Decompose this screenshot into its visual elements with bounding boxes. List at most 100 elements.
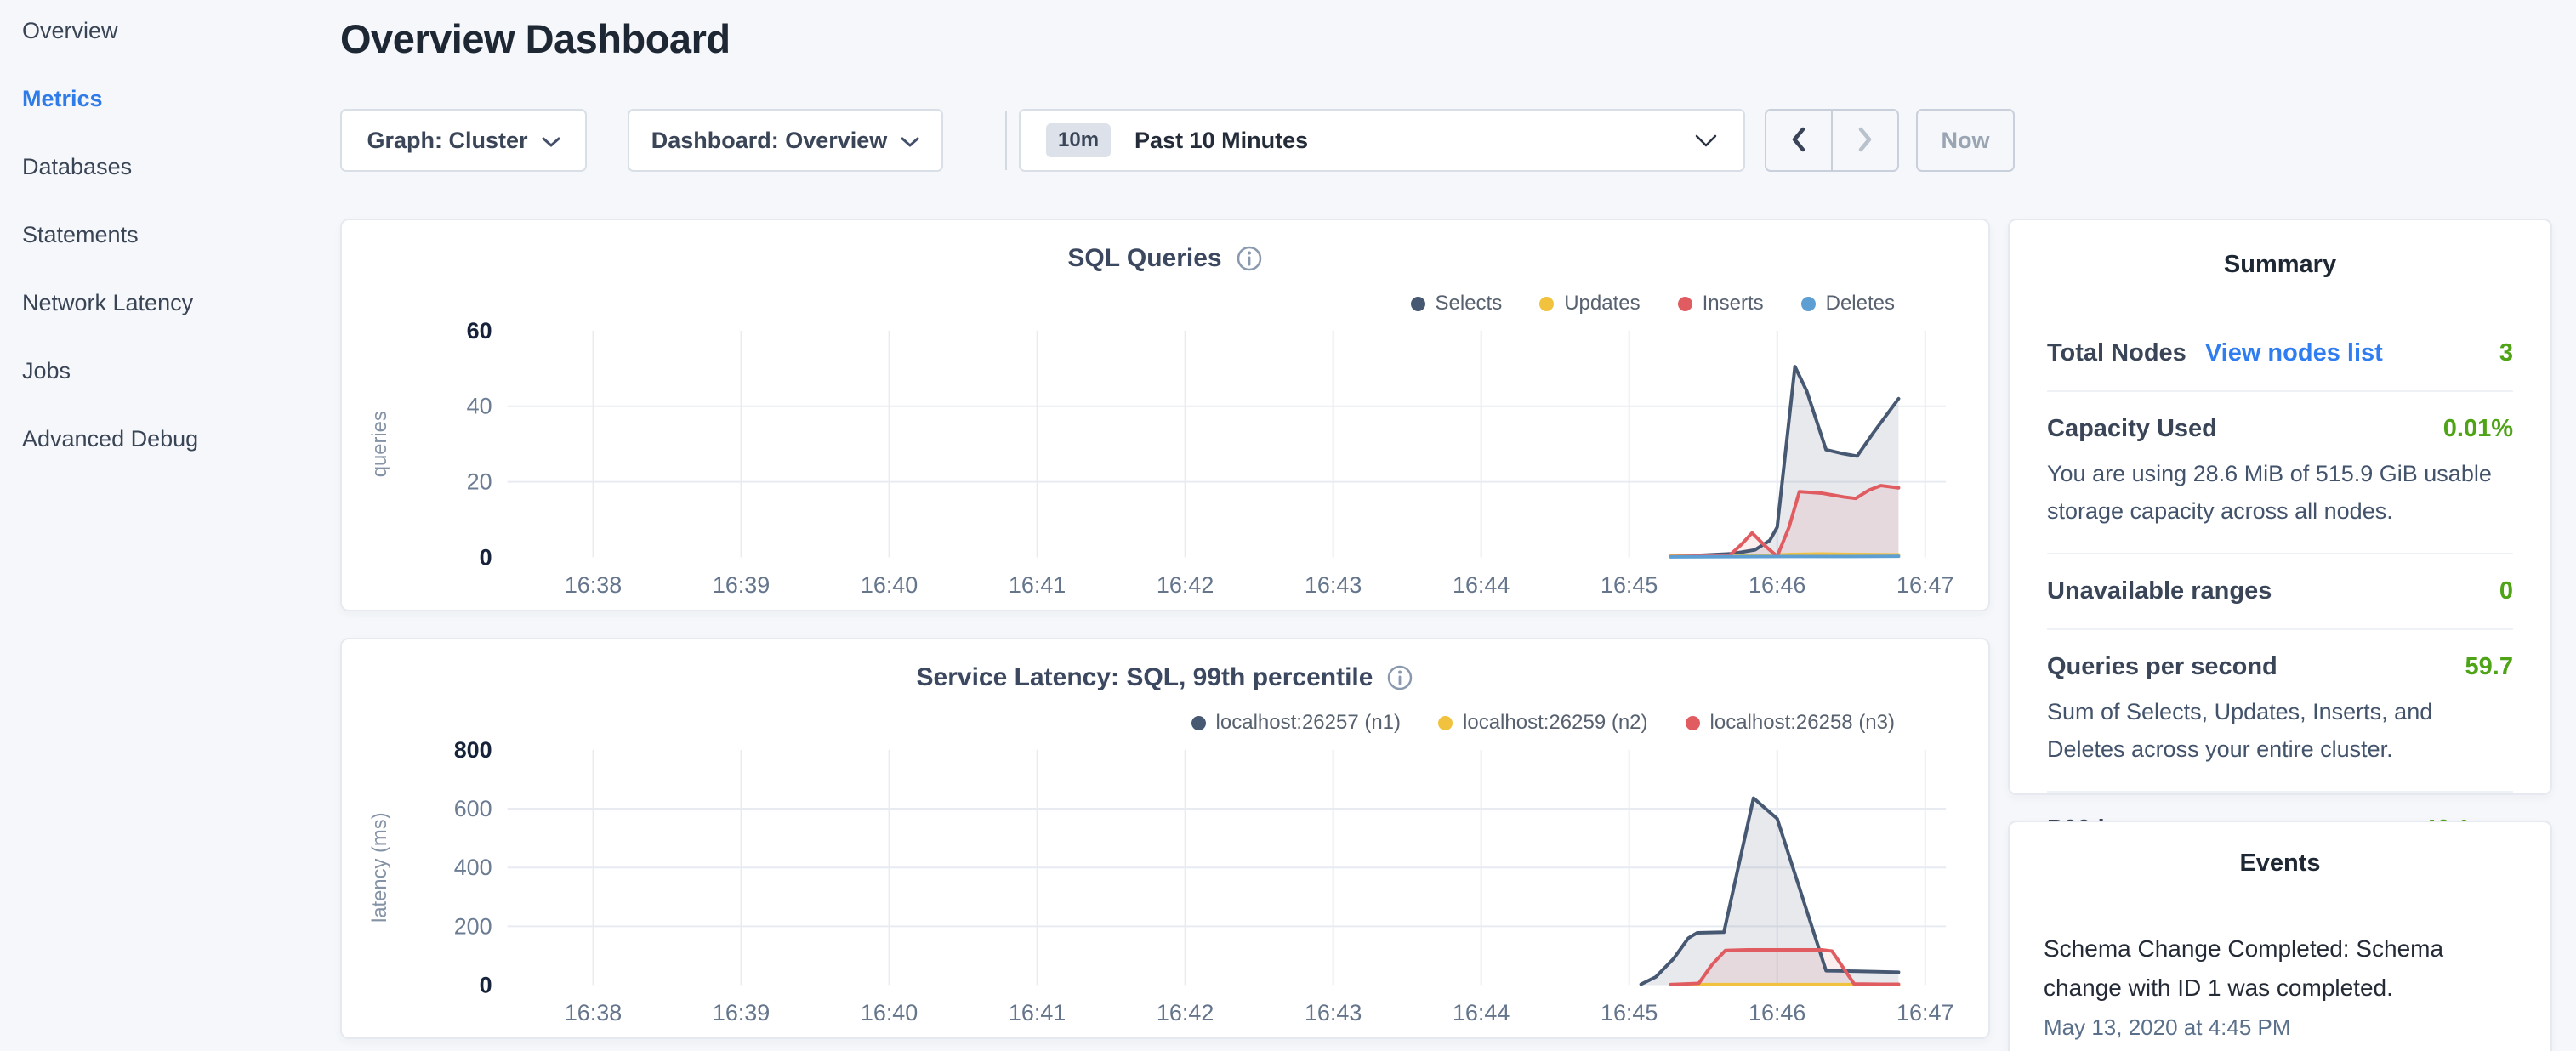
legend-label: localhost:26258 (n3) [1709,711,1895,734]
svg-text:16:41: 16:41 [1009,572,1066,598]
summary-value: 0.01% [2442,415,2513,442]
chart-plot-area: 0 200 400 600 800 16:38 16:39 16:40 16:41 16:42 16… [368,737,1954,1025]
sidebar: Overview Metrics Databases Statements Networ… [0,0,340,495]
graph-dropdown[interactable]: Graph: Cluster [340,109,587,172]
summary-panel: Summary Total Nodes View nodes list 3 Capac… [2008,219,2552,843]
summary-rows: Total Nodes View nodes list 3 Capacity Used… [2047,300,2513,866]
svg-text:16:44: 16:44 [1453,572,1510,598]
legend-label: localhost:26259 (n2) [1463,711,1648,734]
summary-row-queries-per-second: Queries per second 59.7 Sum of Selects, Up… [2047,628,2513,791]
chevron-right-icon [1857,126,1874,156]
svg-text:800: 800 [454,737,492,763]
summary-value: 3 [2499,339,2513,366]
chart-title-row: SQL Queries [342,244,1988,273]
svg-text:16:43: 16:43 [1305,1000,1362,1025]
legend-item-localhost-26257-n1: localhost:26257 (n1) [1191,711,1401,735]
time-prev-button[interactable] [1766,111,1833,170]
svg-text:16:38: 16:38 [565,572,622,598]
sidebar-item-overview[interactable]: Overview [22,18,118,43]
sql-queries-chart-card: SQL Queries Selects Updates Inserts Deletes… [340,219,1990,611]
info-icon[interactable] [1386,664,1413,691]
legend-dot [1677,296,1692,311]
sidebar-item-metrics[interactable]: Metrics [22,86,103,111]
time-next-button[interactable] [1833,111,1897,170]
svg-text:16:46: 16:46 [1749,572,1805,598]
summary-description: You are using 28.6 MiB of 515.9 GiB usab… [2047,461,2492,524]
chevron-down-icon [1694,128,1718,154]
legend-label: localhost:26257 (n1) [1215,711,1402,734]
svg-text:16:38: 16:38 [565,1000,622,1025]
summary-label: Capacity Used [2047,415,2217,442]
legend-dot [1410,296,1425,311]
svg-text:16:42: 16:42 [1157,572,1214,598]
chart-plot-area: 0 20 40 60 16:38 16:39 16:40 16:41 16:42 16:43 16:… [368,318,1954,598]
events-panel: Events Schema Change Completed: Schema c… [2008,821,2552,1051]
legend-label: Updates [1564,292,1641,315]
controls-divider [1005,111,1007,170]
legend-label: Selects [1435,292,1503,315]
svg-text:40: 40 [467,394,492,419]
chevron-down-icon [901,128,919,154]
chart-legend: Selects Updates Inserts Deletes [1410,292,1895,315]
service-latency-chart-card: Service Latency: SQL, 99th percentile lo… [340,638,1990,1039]
svg-text:16:42: 16:42 [1157,1000,1214,1025]
svg-text:16:46: 16:46 [1749,1000,1805,1025]
svg-text:400: 400 [454,855,492,880]
svg-text:16:39: 16:39 [713,1000,770,1025]
legend-item-updates: Updates [1539,292,1641,315]
time-range-pager [1765,109,1899,172]
now-button[interactable]: Now [1916,109,2015,172]
svg-text:16:45: 16:45 [1601,572,1658,598]
svg-text:16:43: 16:43 [1305,572,1362,598]
svg-text:16:39: 16:39 [713,572,770,598]
events-list: Schema Change Completed: Schema change w… [2044,929,2516,1041]
page-title: Overview Dashboard [340,16,731,61]
legend-item-selects: Selects [1410,292,1503,315]
svg-text:16:47: 16:47 [1896,572,1953,598]
summary-label: Total Nodes [2047,339,2186,366]
svg-text:600: 600 [454,796,492,821]
legend-label: Inserts [1702,292,1764,315]
legend-label: Deletes [1825,292,1895,315]
legend-dot [1800,296,1816,311]
chart-title: Service Latency: SQL, 99th percentile [916,663,1373,691]
svg-text:200: 200 [454,913,492,939]
summary-value: 59.7 [2465,653,2513,680]
sidebar-item-network-latency[interactable]: Network Latency [22,290,194,315]
summary-row-capacity-used: Capacity Used 0.01% You are using 28.6 MiB… [2047,390,2513,553]
sidebar-item-statements[interactable]: Statements [22,222,139,247]
svg-text:queries: queries [368,411,391,477]
svg-text:16:44: 16:44 [1453,1000,1510,1025]
info-icon[interactable] [1236,245,1263,272]
summary-label: Unavailable ranges [2047,577,2272,605]
chart-title: SQL Queries [1067,244,1222,272]
time-range-badge: 10m [1046,123,1112,157]
sidebar-item-advanced-debug[interactable]: Advanced Debug [22,426,199,452]
svg-text:16:40: 16:40 [861,1000,918,1025]
summary-row-unavailable-ranges: Unavailable ranges 0 [2047,553,2513,628]
graph-dropdown-label: Graph: Cluster [367,127,528,153]
legend-item-localhost-26258-n3: localhost:26258 (n3) [1685,711,1895,735]
legend-dot [1191,715,1206,730]
svg-text:60: 60 [467,318,492,344]
sidebar-item-jobs[interactable]: Jobs [22,358,71,383]
legend-dot [1685,715,1700,730]
summary-value: 0 [2499,577,2513,605]
svg-text:0: 0 [480,545,492,571]
svg-text:16:40: 16:40 [861,572,918,598]
dashboard-dropdown-label: Dashboard: Overview [651,127,888,153]
view-nodes-list-link[interactable]: View nodes list [2204,339,2383,366]
svg-text:latency (ms): latency (ms) [368,812,391,923]
sidebar-item-databases[interactable]: Databases [22,154,133,179]
legend-dot [1539,296,1555,311]
svg-text:16:45: 16:45 [1601,1000,1658,1025]
svg-text:20: 20 [467,469,492,495]
summary-description: Sum of Selects, Updates, Inserts, and De… [2047,699,2433,762]
legend-dot [1438,715,1453,730]
legend-item-deletes: Deletes [1800,292,1895,315]
svg-text:0: 0 [480,973,492,998]
time-range-picker[interactable]: 10m Past 10 Minutes [1019,109,1745,172]
dashboard-dropdown[interactable]: Dashboard: Overview [628,109,943,172]
time-range-label: Past 10 Minutes [1134,127,1309,153]
